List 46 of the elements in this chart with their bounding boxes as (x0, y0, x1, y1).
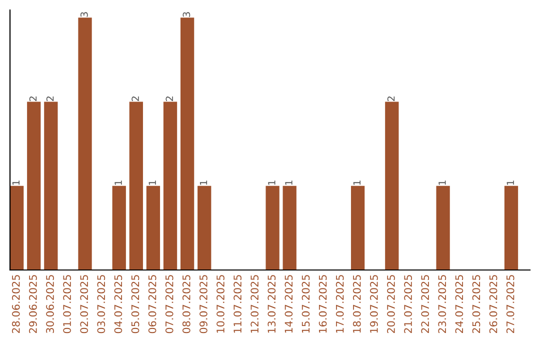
data-label: 2 (29, 96, 37, 102)
data-label: 1 (114, 180, 122, 185)
x-tick-label: 21.07.2025 (404, 275, 412, 334)
x-tick-label: 13.07.2025 (268, 275, 276, 333)
x-tick-label: 03.07.2025 (97, 275, 106, 334)
x-tick-label: 19.07.2025 (370, 275, 378, 333)
data-label: 2 (387, 96, 395, 102)
data-label: 1 (438, 180, 446, 185)
x-tick-label: 28.06.2025 (12, 275, 20, 334)
x-tick-label: 04.07.2025 (114, 275, 122, 334)
x-tick-label: 01.07.2025 (63, 275, 71, 334)
x-tick-label: 29.06.2025 (29, 275, 37, 334)
data-label: 1 (200, 180, 208, 185)
x-tick-label: 10.07.2025 (216, 275, 224, 333)
data-label: 2 (46, 96, 54, 102)
data-label: 1 (285, 180, 292, 185)
data-label: 1 (506, 180, 514, 185)
data-label: 1 (268, 180, 276, 185)
x-tick-label: 24.07.2025 (455, 275, 464, 334)
x-tick-label: 25.07.2025 (472, 275, 480, 334)
data-label: 2 (166, 96, 173, 102)
x-tick-label: 23.07.2025 (438, 275, 446, 334)
x-tick-label: 05.07.2025 (131, 275, 140, 334)
x-tick-label: 22.07.2025 (421, 275, 430, 334)
x-tick-label: 20.07.2025 (387, 275, 395, 334)
x-tick-label: 06.07.2025 (148, 275, 156, 334)
data-label: 2 (132, 96, 139, 102)
x-tick-label: 27.07.2025 (506, 275, 514, 334)
x-tick-label: 18.07.2025 (352, 275, 361, 333)
x-tick-label: 02.07.2025 (80, 275, 88, 334)
x-tick-label: 12.07.2025 (250, 275, 259, 333)
data-label: 3 (80, 12, 88, 17)
x-tick-label: 26.07.2025 (489, 275, 498, 334)
data-label: 1 (148, 180, 156, 185)
data-label: 3 (182, 12, 190, 17)
data-label: 1 (353, 180, 360, 185)
data-label: 1 (12, 180, 20, 185)
x-tick-label: 15.07.2025 (302, 275, 310, 333)
x-tick-label: 08.07.2025 (182, 275, 190, 334)
x-tick-label: 30.06.2025 (46, 275, 54, 334)
x-tick-label: 09.07.2025 (200, 275, 208, 334)
x-tick-label: 16.07.2025 (318, 275, 327, 333)
x-tick-label: 14.07.2025 (284, 275, 293, 333)
x-tick-label: 17.07.2025 (336, 275, 344, 333)
x-tick-label: 11.07.2025 (234, 275, 242, 333)
x-tick-label: 07.07.2025 (165, 275, 174, 334)
